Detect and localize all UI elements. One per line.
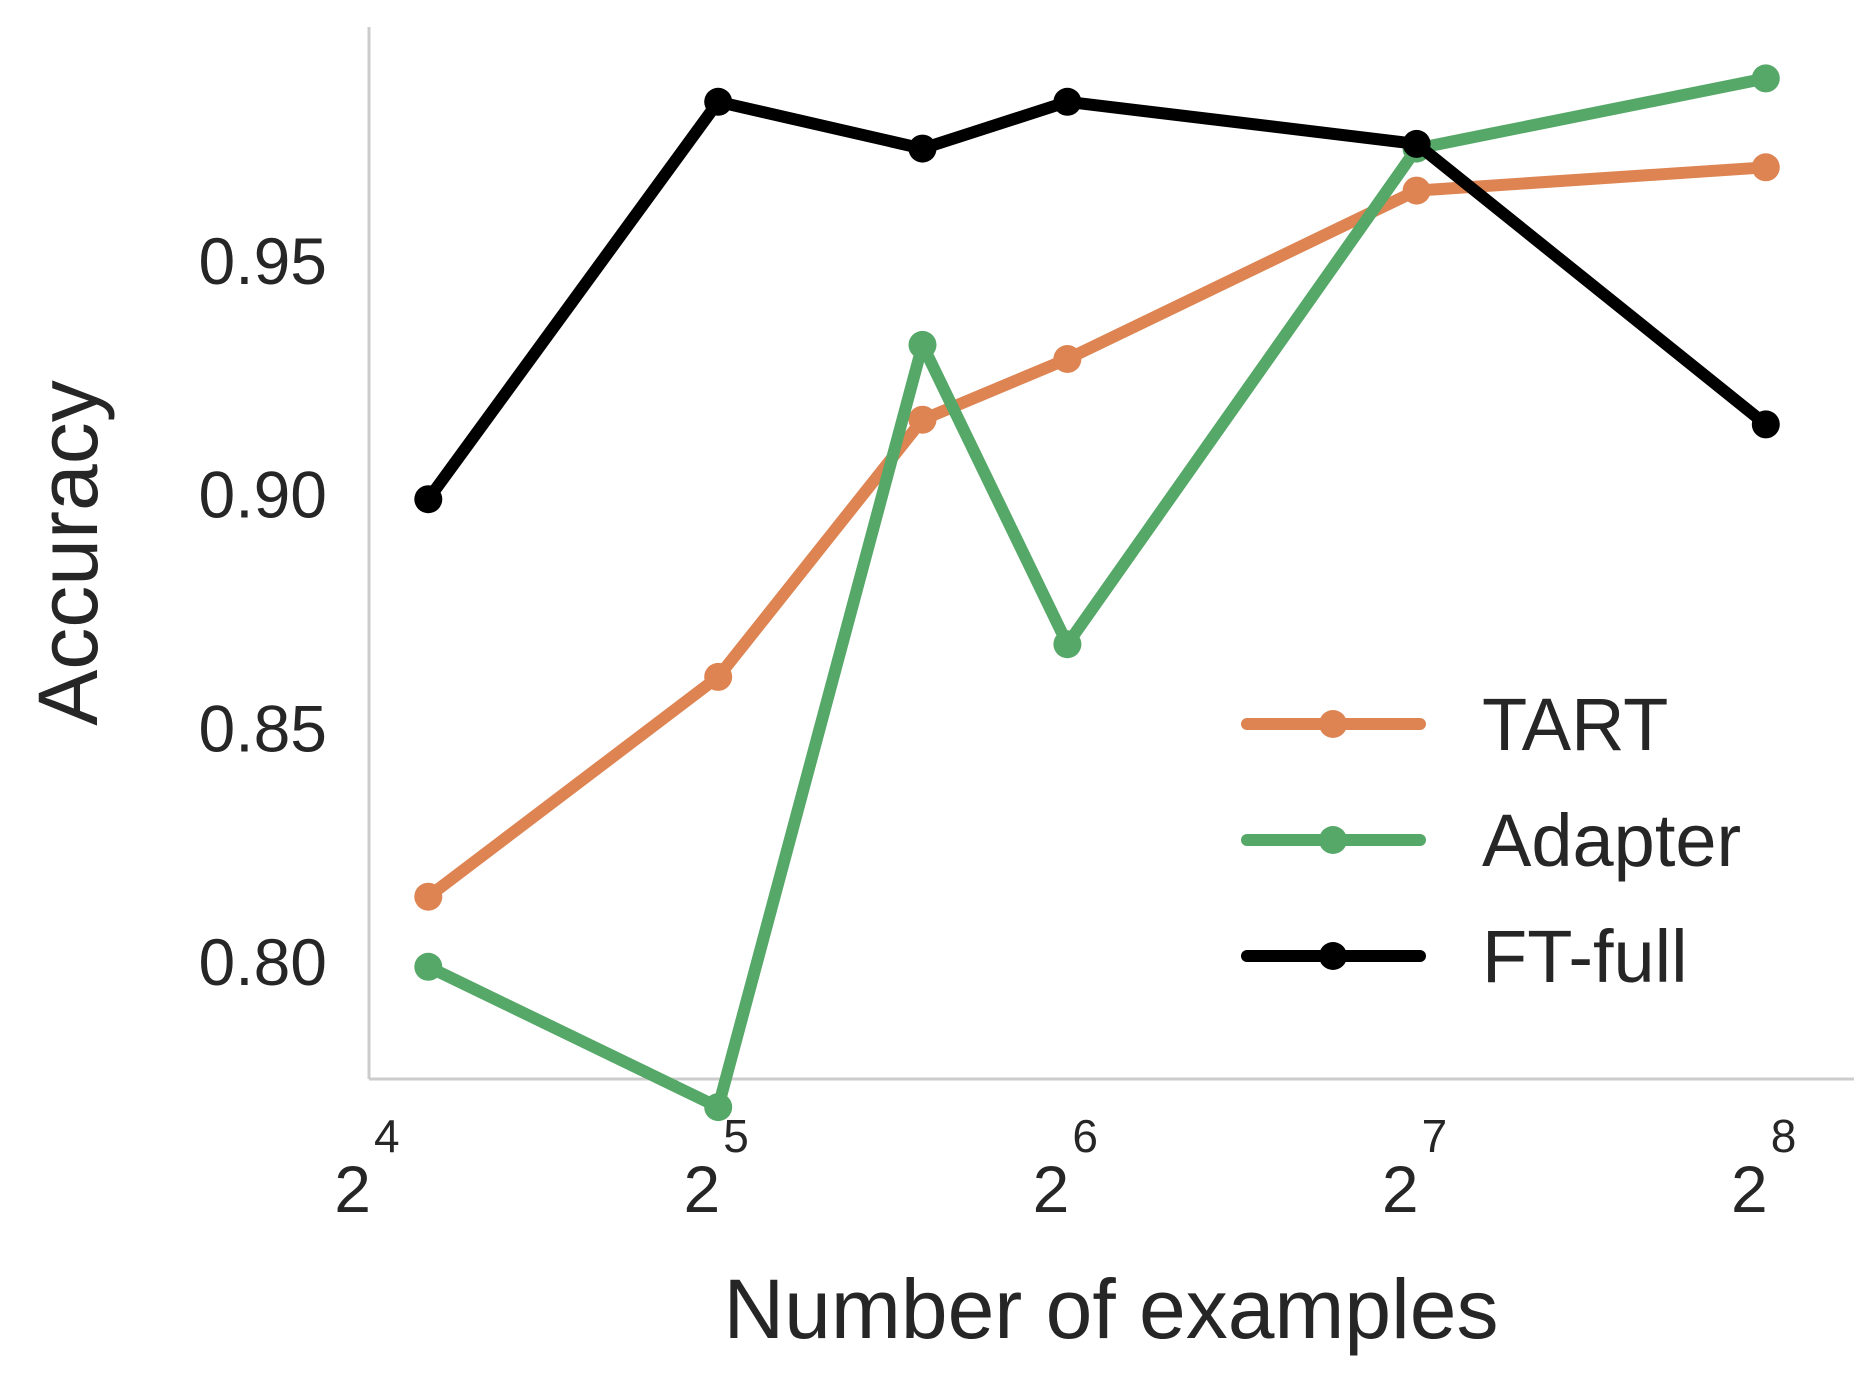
data-point-tart — [908, 405, 937, 434]
x-tick-base: 2 — [683, 1152, 720, 1226]
data-point-adapter — [908, 330, 937, 359]
data-point-tart — [704, 662, 733, 691]
y-tick-label: 0.95 — [199, 224, 327, 298]
data-point-ft-full — [414, 485, 443, 514]
plot-series — [414, 64, 1780, 1122]
x-tick-exponent: 7 — [1422, 1110, 1448, 1162]
legend: TART Adapter FT-full — [1241, 683, 1741, 998]
y-tick-label: 0.80 — [199, 925, 327, 999]
data-point-ft-full — [908, 134, 937, 163]
y-tick-labels: 0.80 0.85 0.90 0.95 — [199, 224, 327, 999]
y-tick-label: 0.85 — [199, 691, 327, 765]
data-point-tart — [414, 882, 443, 911]
x-tick-base: 2 — [1033, 1152, 1070, 1226]
x-tick-exponent: 8 — [1771, 1110, 1797, 1162]
legend-label: FT-full — [1482, 915, 1688, 998]
data-point-ft-full — [1402, 129, 1431, 158]
data-point-adapter — [1751, 64, 1780, 93]
series-line-ft-full — [422, 95, 1772, 506]
data-point-ft-full — [1751, 410, 1780, 439]
x-tick-label: 25 — [683, 1110, 748, 1226]
x-axis-title: Number of examples — [724, 1262, 1499, 1356]
y-tick-label: 0.90 — [199, 458, 327, 532]
x-tick-exponent: 6 — [1072, 1110, 1098, 1162]
legend-label: TART — [1482, 683, 1668, 766]
data-point-tart — [1751, 153, 1780, 182]
x-tick-label: 26 — [1033, 1110, 1098, 1226]
x-tick-label: 27 — [1382, 1110, 1447, 1226]
x-tick-exponent: 4 — [374, 1110, 400, 1162]
legend-item-ft-full: FT-full — [1241, 915, 1688, 998]
x-tick-base: 2 — [1731, 1152, 1768, 1226]
data-point-ft-full — [1053, 87, 1082, 116]
series-line-tart — [422, 161, 1772, 903]
x-tick-exponent: 5 — [723, 1110, 749, 1162]
x-tick-base: 2 — [334, 1152, 371, 1226]
legend-swatch-marker — [1319, 710, 1347, 738]
legend-label: Adapter — [1482, 799, 1741, 882]
y-axis-title: Accuracy — [21, 380, 115, 725]
x-tick-label: 24 — [334, 1110, 399, 1226]
series-ft-full — [414, 87, 1780, 514]
data-point-adapter — [414, 952, 443, 981]
chart-axes — [367, 27, 1854, 1081]
data-point-adapter — [1053, 630, 1082, 659]
data-point-tart — [1053, 345, 1082, 373]
legend-item-adapter: Adapter — [1241, 799, 1741, 882]
data-point-tart — [1402, 176, 1431, 205]
data-point-ft-full — [704, 87, 733, 116]
data-point-adapter — [704, 1093, 733, 1122]
legend-item-tart: TART — [1241, 683, 1668, 766]
x-tick-base: 2 — [1382, 1152, 1419, 1226]
x-tick-label: 28 — [1731, 1110, 1796, 1226]
series-line-adapter — [422, 72, 1772, 1114]
legend-swatch-marker — [1319, 826, 1347, 854]
legend-swatch-marker — [1319, 942, 1347, 970]
